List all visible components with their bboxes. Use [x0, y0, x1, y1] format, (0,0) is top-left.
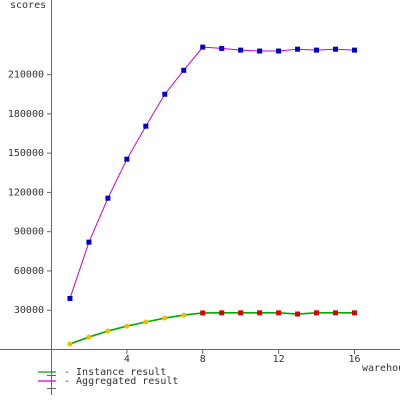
x-tick-label: 4	[124, 354, 130, 365]
point	[105, 195, 111, 201]
point	[238, 310, 244, 316]
y-tick-label: 30000	[14, 305, 44, 316]
y-tick-label: 120000	[8, 187, 44, 198]
point	[238, 47, 244, 53]
point	[295, 46, 301, 52]
point	[333, 46, 339, 52]
point	[219, 310, 225, 316]
y-axis-label: scores	[10, 0, 46, 11]
point	[257, 48, 263, 54]
point	[105, 328, 111, 334]
y-tick-label: 180000	[8, 109, 44, 120]
point	[276, 310, 282, 316]
point	[181, 312, 187, 318]
point	[181, 67, 187, 73]
y-tick-label: 210000	[8, 70, 44, 81]
point	[67, 341, 73, 347]
point	[200, 44, 206, 50]
point	[143, 319, 149, 325]
point	[314, 47, 320, 53]
series-line	[69, 46, 355, 299]
point	[295, 311, 301, 317]
point	[86, 239, 92, 245]
point	[257, 310, 263, 316]
y-tick-label: 90000	[14, 227, 44, 238]
point	[200, 310, 206, 316]
point	[219, 45, 225, 51]
legend-label: - Instance result	[64, 367, 166, 378]
point	[143, 123, 149, 129]
y-tick-label: 60000	[14, 266, 44, 277]
x-tick-label: 16	[348, 354, 360, 365]
point	[314, 310, 320, 316]
x-axis-label: warehouses	[362, 363, 400, 374]
point	[351, 47, 357, 53]
x-tick-label: 12	[273, 354, 285, 365]
point	[351, 310, 357, 316]
point	[124, 323, 130, 329]
x-tick-label: 8	[200, 354, 206, 365]
point	[67, 295, 73, 301]
series-line	[69, 312, 355, 345]
legend-label: - Aggregated result	[64, 376, 178, 387]
point	[333, 310, 339, 316]
point	[276, 48, 282, 54]
point	[86, 334, 92, 340]
y-tick-label: 150000	[8, 148, 44, 159]
point	[162, 91, 168, 97]
point	[162, 315, 168, 321]
point	[124, 156, 130, 162]
